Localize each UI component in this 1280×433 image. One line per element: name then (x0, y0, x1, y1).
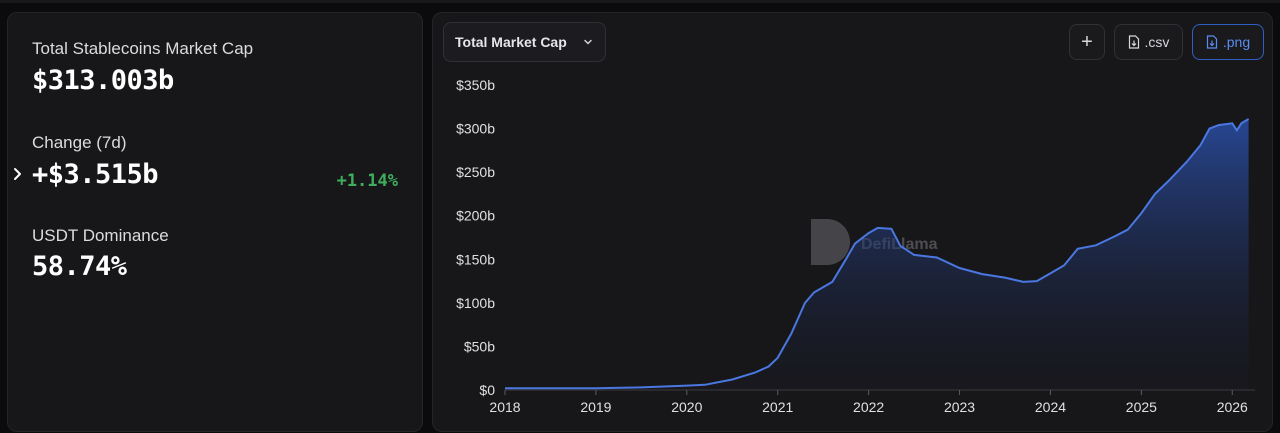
stats-panel: Total Stablecoins Market Cap $313.003b C… (7, 12, 423, 432)
y-tick-label: $200b (456, 208, 495, 224)
dominance-label: USDT Dominance (32, 226, 169, 245)
csv-label: .csv (1144, 34, 1170, 50)
download-csv-button[interactable]: .csv (1114, 24, 1183, 60)
x-tick-label: 2023 (944, 399, 975, 415)
y-tick-label: $300b (456, 121, 495, 137)
change-percent: +1.14% (336, 171, 398, 191)
market-cap-value: $313.003b (32, 65, 174, 96)
dominance-value: 58.74% (32, 251, 127, 282)
y-tick-label: $150b (456, 251, 495, 267)
market-cap-label: Total Stablecoins Market Cap (32, 39, 254, 58)
download-png-button[interactable]: .png (1192, 24, 1264, 60)
y-tick-label: $350b (456, 77, 495, 93)
change-label: Change (7d) (32, 133, 127, 152)
x-tick-label: 2021 (762, 399, 793, 415)
area-fill (505, 119, 1249, 390)
x-tick-label: 2025 (1126, 399, 1157, 415)
x-tick-label: 2022 (853, 399, 884, 415)
plus-icon: + (1081, 30, 1093, 53)
x-tick-label: 2018 (489, 399, 520, 415)
chart-panel: DefiLlama $0$50b$100b$150b$200b$250b$300… (432, 12, 1273, 432)
chevron-down-icon (584, 39, 592, 45)
defillama-logo-icon (811, 219, 850, 265)
file-download-icon (1128, 35, 1139, 49)
chevron-right-icon[interactable] (12, 164, 24, 184)
add-button[interactable]: + (1069, 24, 1105, 60)
y-tick-label: $100b (456, 295, 495, 311)
x-tick-label: 2020 (671, 399, 702, 415)
metric-select[interactable]: Total Market Cap (443, 22, 606, 62)
x-tick-label: 2026 (1217, 399, 1248, 415)
y-tick-label: $50b (464, 338, 495, 354)
file-download-icon (1206, 35, 1217, 49)
change-value: +$3.515b (32, 159, 159, 190)
y-tick-label: $0 (479, 382, 495, 398)
top-strip (0, 0, 1280, 3)
x-tick-label: 2024 (1035, 399, 1066, 415)
series-line (505, 118, 1250, 390)
x-tick-label: 2019 (580, 399, 611, 415)
metric-select-label: Total Market Cap (455, 34, 567, 50)
png-label: .png (1222, 34, 1251, 50)
y-tick-label: $250b (456, 164, 495, 180)
market-cap-chart: DefiLlama $0$50b$100b$150b$200b$250b$300… (456, 77, 1255, 415)
